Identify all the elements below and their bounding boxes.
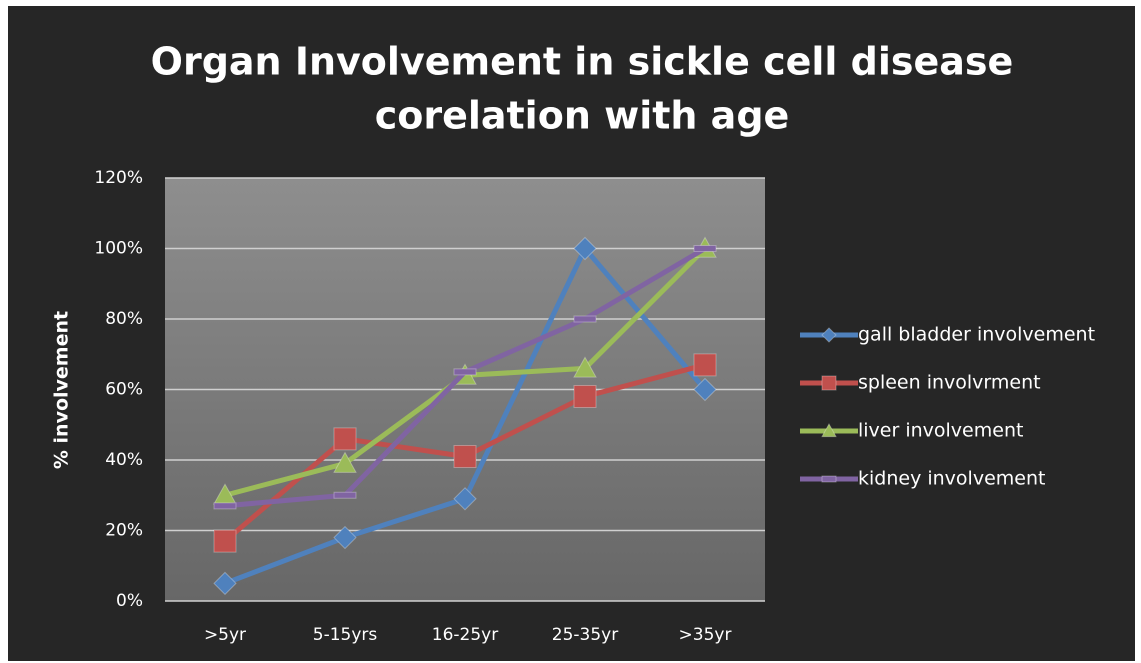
y-tick-label: 100%: [94, 239, 143, 259]
x-tick-label: 5-15yrs: [313, 625, 378, 645]
marker: [453, 444, 477, 468]
marker: [821, 375, 837, 391]
marker: [333, 491, 357, 499]
marker: [821, 475, 837, 483]
marker: [693, 353, 717, 377]
y-tick-label: 80%: [105, 309, 143, 329]
marker: [573, 315, 597, 323]
y-tick-label: 60%: [105, 380, 143, 400]
chart-title: Organ Involvement in sickle cell disease: [151, 40, 1014, 84]
marker: [213, 502, 237, 510]
marker: [573, 236, 597, 261]
marker: [213, 571, 237, 596]
marker: [693, 377, 717, 402]
chart-title: corelation with age: [375, 94, 790, 138]
x-tick-label: >5yr: [204, 625, 246, 645]
marker: [213, 529, 237, 553]
marker: [333, 525, 357, 550]
y-tick-label: 120%: [94, 168, 143, 188]
x-tick-label: >35yr: [679, 625, 732, 645]
marker: [453, 487, 477, 511]
marker: [453, 368, 477, 376]
marker: [821, 327, 837, 343]
x-tick-label: 16-25yr: [432, 625, 498, 645]
legend-label: spleen involvrment: [858, 372, 1041, 394]
x-tick-label: 25-35yr: [552, 625, 618, 645]
legend-label: gall bladder involvement: [858, 324, 1095, 346]
marker: [333, 427, 357, 451]
marker: [573, 356, 597, 378]
y-tick-label: 40%: [105, 450, 143, 470]
marker: [821, 422, 837, 438]
legend-label: kidney involvement: [858, 468, 1045, 490]
marker: [333, 451, 357, 473]
y-tick-label: 20%: [105, 521, 143, 541]
marker: [693, 245, 717, 252]
legend-label: liver involvement: [858, 420, 1023, 442]
marker: [573, 385, 597, 409]
y-tick-label: 0%: [116, 591, 143, 611]
y-axis-label: % involvement: [51, 311, 73, 469]
